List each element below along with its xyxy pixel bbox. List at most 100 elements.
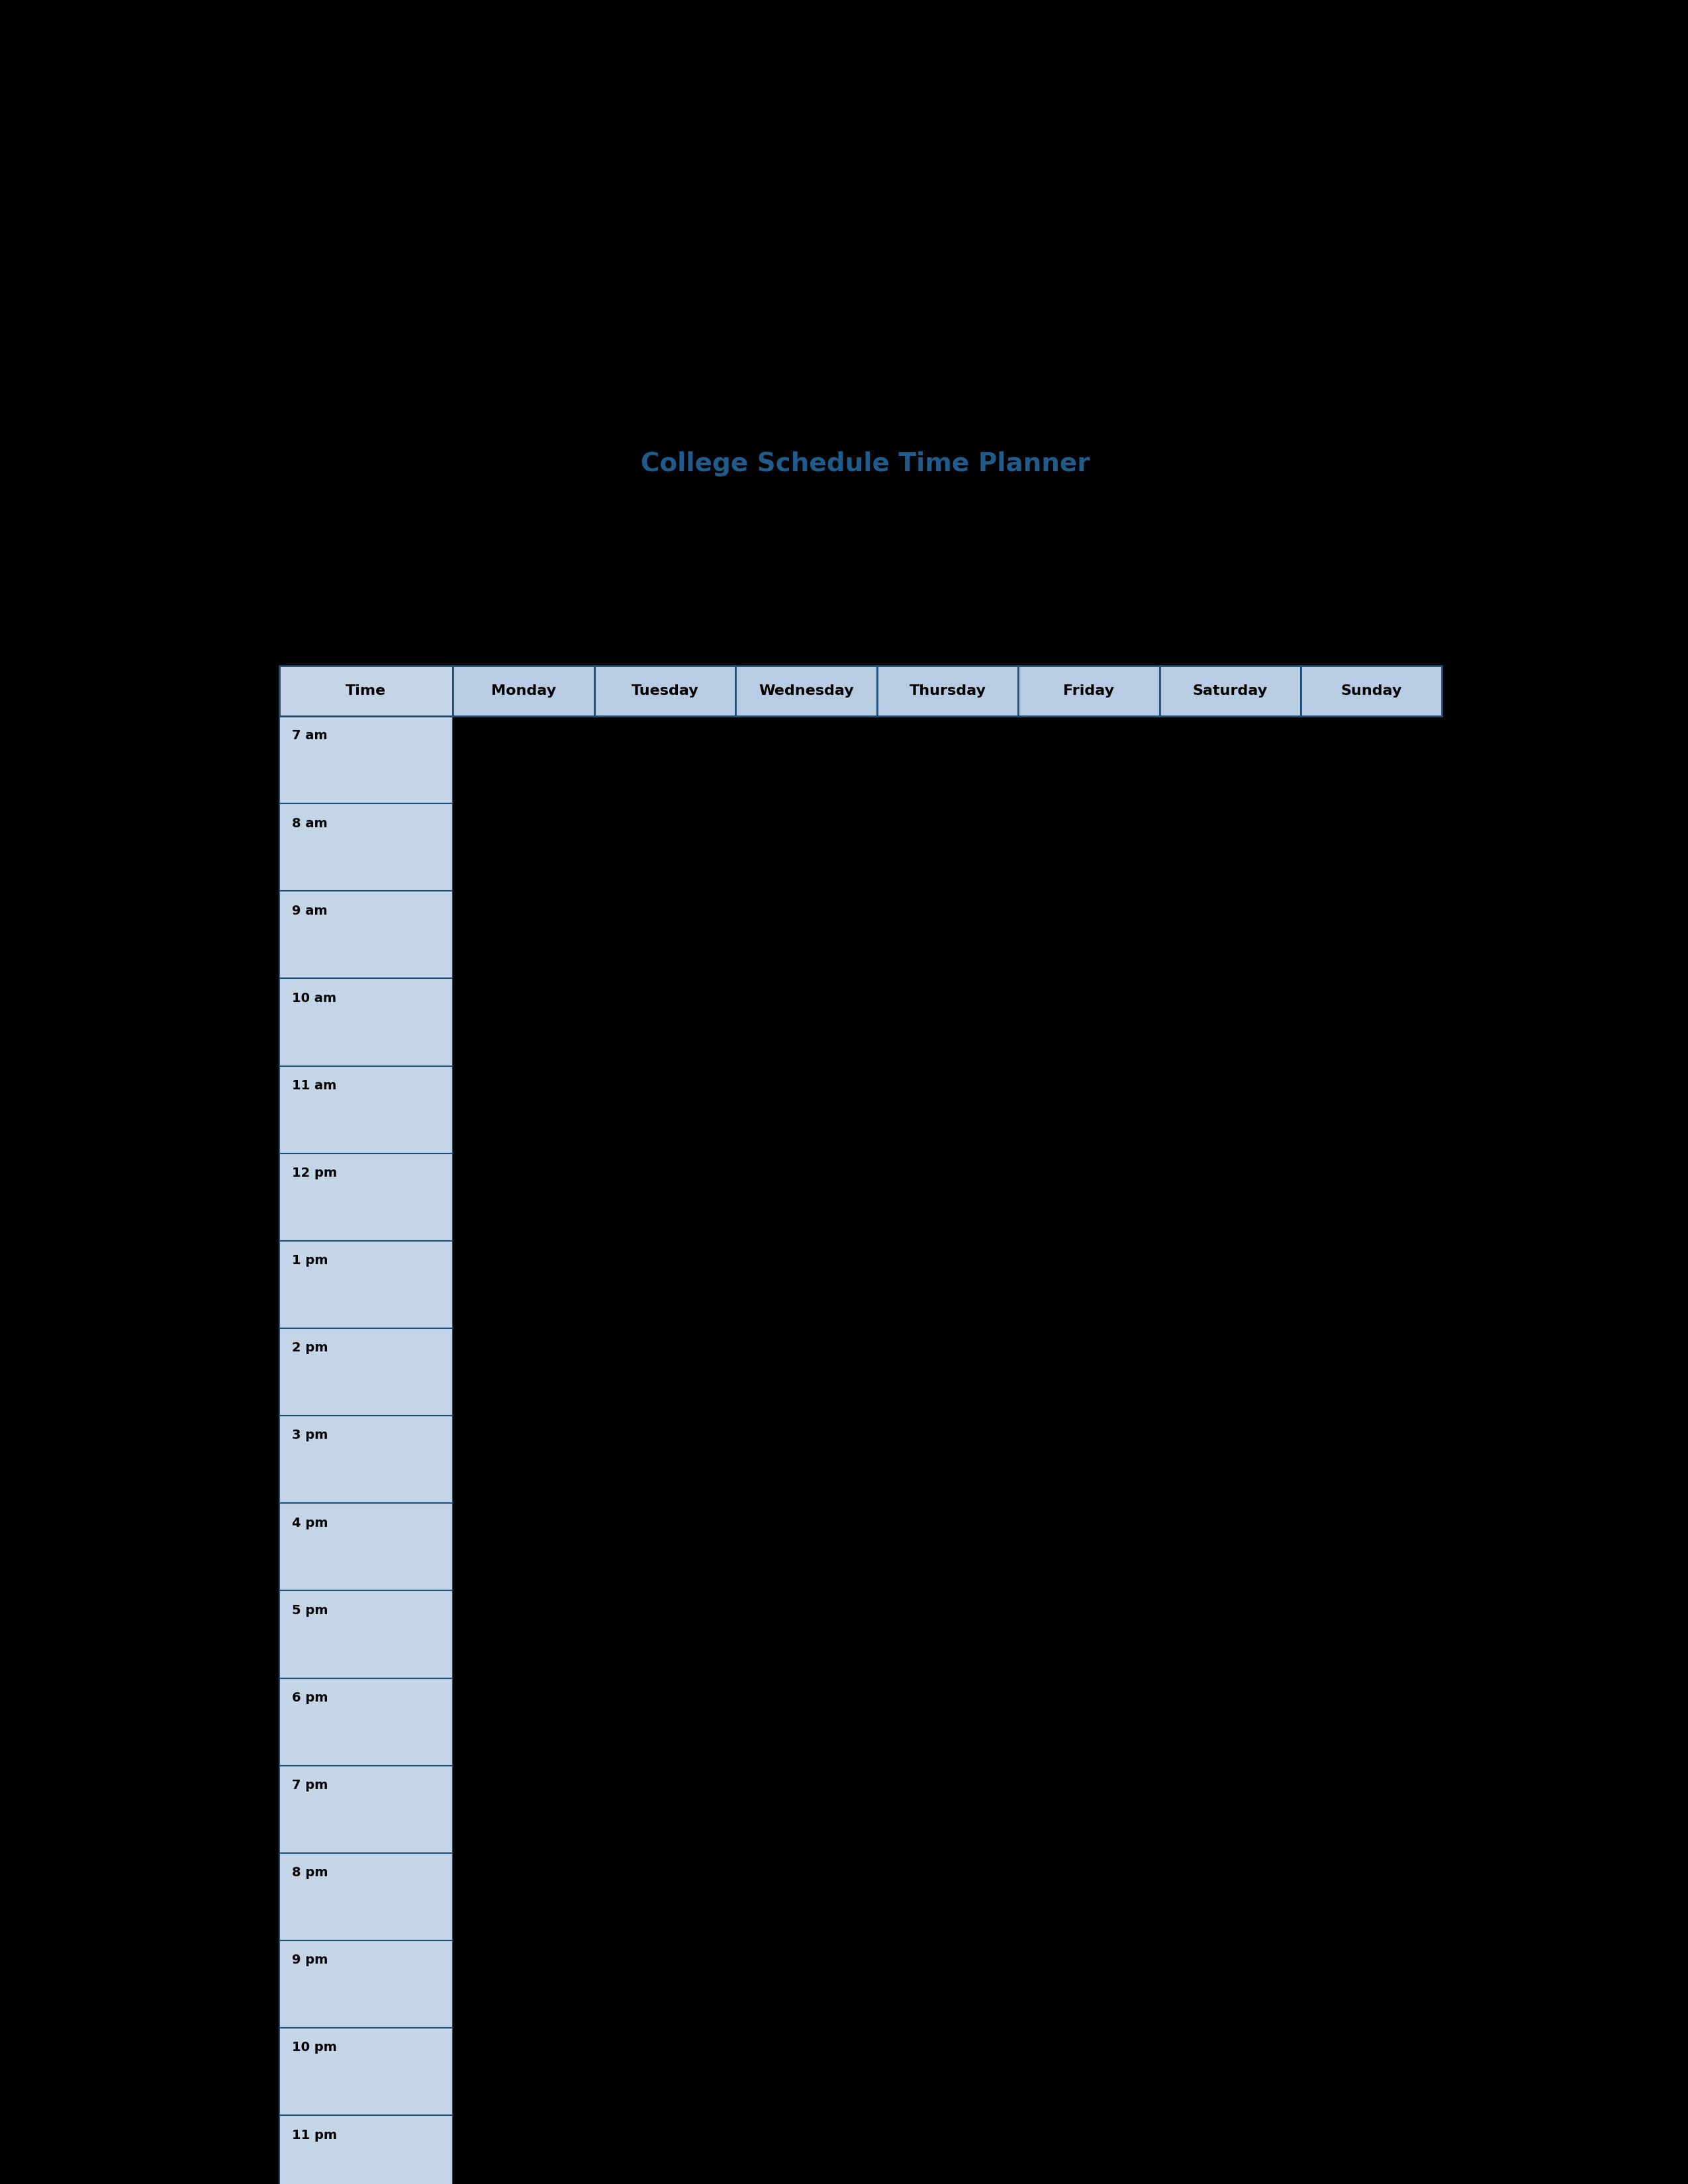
Text: 11 pm: 11 pm (292, 2129, 338, 2140)
Bar (452, 1153, 594, 1241)
Bar (452, 2027, 594, 2116)
Bar (452, 1328, 594, 1415)
Text: Monday: Monday (491, 684, 555, 697)
Bar (1018, 804, 1160, 891)
Bar (736, 716, 876, 804)
Bar (736, 2027, 876, 2116)
Bar (1301, 1503, 1442, 1590)
Bar (279, 1066, 452, 1153)
Bar (1301, 1066, 1442, 1153)
Bar (1160, 1852, 1301, 1939)
Bar (1301, 716, 1442, 804)
Bar (1160, 2116, 1301, 2184)
Bar (279, 1765, 452, 1852)
Bar (279, 804, 452, 891)
Bar (279, 1677, 452, 1765)
Bar (1018, 2027, 1160, 2116)
Bar (594, 1939, 736, 2027)
Bar (876, 1765, 1018, 1852)
Bar (736, 1503, 876, 1590)
Bar (279, 1415, 452, 1503)
Bar (736, 1939, 876, 2027)
Bar (736, 1328, 876, 1415)
Bar (1018, 716, 1160, 804)
Bar (1160, 1153, 1301, 1241)
Text: 11 am: 11 am (292, 1079, 336, 1092)
Bar (1301, 1590, 1442, 1677)
Text: Wednesday: Wednesday (758, 684, 854, 697)
Bar (736, 804, 876, 891)
Bar (452, 1590, 594, 1677)
Bar (1018, 666, 1160, 716)
Bar (452, 666, 594, 716)
Bar (876, 2027, 1018, 2116)
Bar (1018, 1677, 1160, 1765)
Bar (452, 1503, 594, 1590)
Bar (452, 804, 594, 891)
Bar (1160, 1415, 1301, 1503)
Bar (1160, 666, 1301, 716)
Text: Friday: Friday (1063, 684, 1114, 697)
Bar (1018, 1503, 1160, 1590)
Bar (876, 1066, 1018, 1153)
Bar (452, 978, 594, 1066)
Bar (1301, 804, 1442, 891)
Bar (452, 1241, 594, 1328)
Text: Saturday: Saturday (1193, 684, 1268, 697)
Bar (1160, 804, 1301, 891)
Bar (1301, 1328, 1442, 1415)
Text: 9 am: 9 am (292, 904, 327, 917)
Text: 2 pm: 2 pm (292, 1341, 327, 1354)
Bar (594, 1765, 736, 1852)
Bar (876, 891, 1018, 978)
Bar (1160, 2027, 1301, 2116)
Bar (452, 1677, 594, 1765)
Bar (452, 1066, 594, 1153)
Bar (452, 1765, 594, 1852)
Bar (1160, 1066, 1301, 1153)
Bar (1160, 1503, 1301, 1590)
Bar (1301, 1852, 1442, 1939)
Bar (1301, 2116, 1442, 2184)
Text: Thursday: Thursday (910, 684, 986, 697)
Bar (1301, 1153, 1442, 1241)
Text: 7 am: 7 am (292, 729, 327, 743)
Bar (594, 1241, 736, 1328)
Bar (452, 1852, 594, 1939)
Bar (876, 1677, 1018, 1765)
Text: 1 pm: 1 pm (292, 1254, 327, 1267)
Bar (279, 2116, 452, 2184)
Bar (736, 1415, 876, 1503)
Bar (876, 1415, 1018, 1503)
Bar (876, 978, 1018, 1066)
Bar (452, 2116, 594, 2184)
Bar (279, 1939, 452, 2027)
Bar (1301, 1677, 1442, 1765)
Bar (279, 1241, 452, 1328)
Bar (1018, 1765, 1160, 1852)
Text: 12 pm: 12 pm (292, 1166, 338, 1179)
Bar (1018, 1415, 1160, 1503)
Bar (279, 666, 452, 716)
Text: Time: Time (346, 684, 387, 697)
Text: 8 pm: 8 pm (292, 1867, 327, 1878)
Bar (594, 978, 736, 1066)
Bar (736, 1066, 876, 1153)
Bar (736, 1590, 876, 1677)
Bar (736, 2116, 876, 2184)
Bar (876, 716, 1018, 804)
Bar (452, 891, 594, 978)
Text: 4 pm: 4 pm (292, 1516, 327, 1529)
Bar (876, 804, 1018, 891)
Bar (594, 1328, 736, 1415)
Bar (876, 1939, 1018, 2027)
Bar (1018, 1590, 1160, 1677)
Text: 10 pm: 10 pm (292, 2042, 338, 2053)
Bar (279, 1153, 452, 1241)
Bar (1018, 978, 1160, 1066)
Bar (736, 666, 876, 716)
Bar (1301, 1415, 1442, 1503)
Bar (1160, 1677, 1301, 1765)
Text: College Schedule Time Planner: College Schedule Time Planner (640, 452, 1090, 476)
Text: 9 pm: 9 pm (292, 1955, 327, 1966)
